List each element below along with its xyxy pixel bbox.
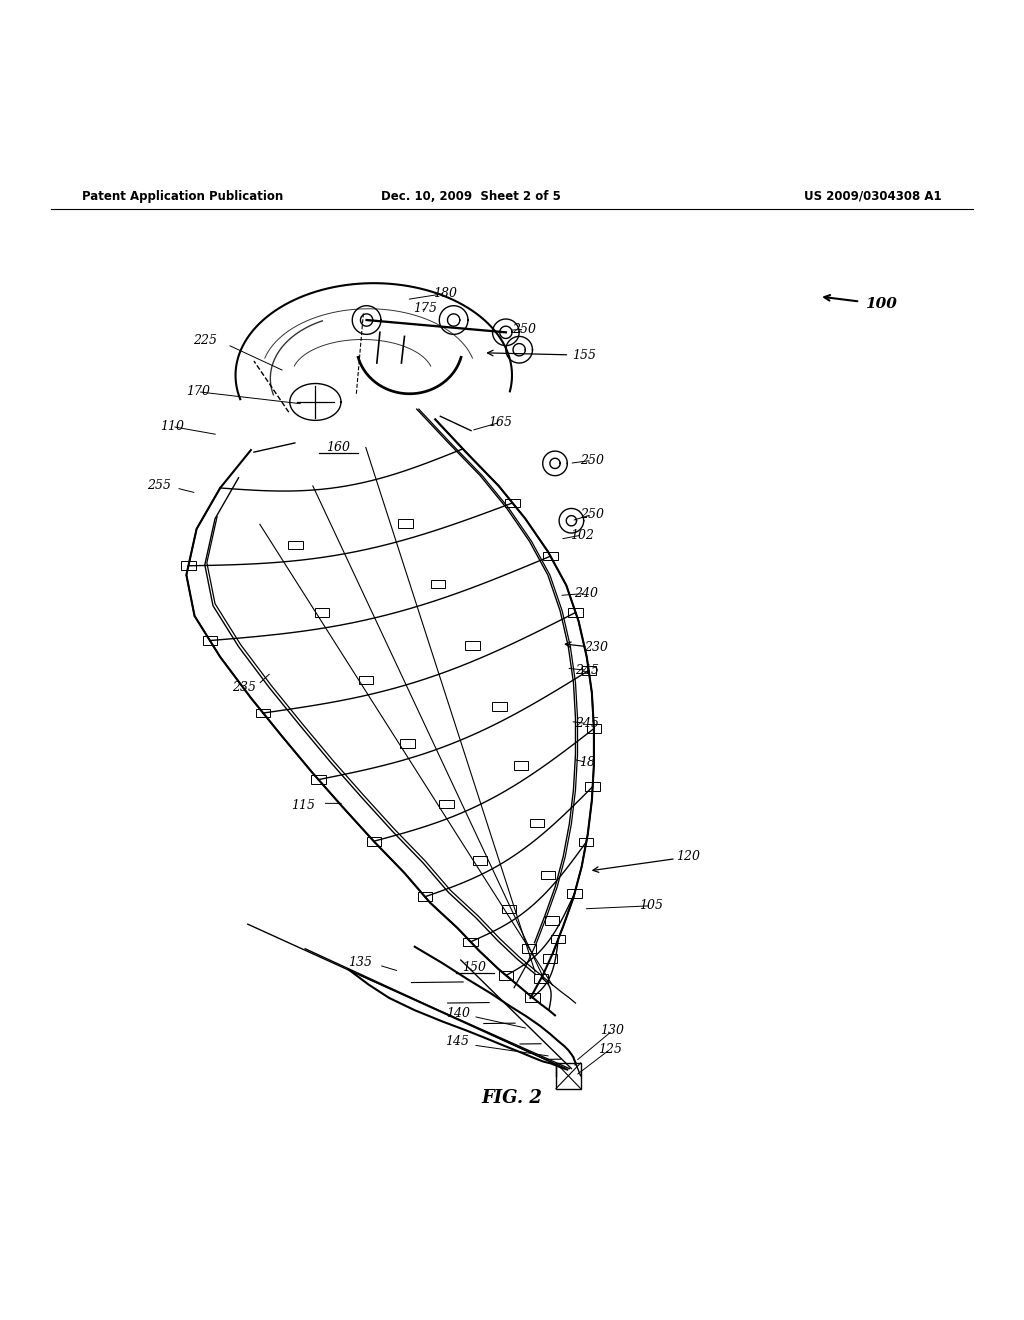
Text: Dec. 10, 2009  Sheet 2 of 5: Dec. 10, 2009 Sheet 2 of 5 xyxy=(381,190,561,203)
Text: 230: 230 xyxy=(584,642,608,655)
Text: 110: 110 xyxy=(160,420,184,433)
Text: 100: 100 xyxy=(865,297,897,310)
Text: 145: 145 xyxy=(444,1035,469,1048)
Text: 180: 180 xyxy=(433,286,458,300)
Text: 170: 170 xyxy=(185,385,210,399)
Text: Patent Application Publication: Patent Application Publication xyxy=(82,190,284,203)
Text: 150: 150 xyxy=(462,961,486,974)
Text: 245: 245 xyxy=(574,664,599,677)
Text: 250: 250 xyxy=(580,508,604,521)
Text: 18: 18 xyxy=(579,756,595,768)
Text: 140: 140 xyxy=(445,1007,470,1020)
Text: 115: 115 xyxy=(291,799,315,812)
Text: 102: 102 xyxy=(569,528,594,541)
Text: 245: 245 xyxy=(574,717,599,730)
Text: 250: 250 xyxy=(580,454,604,467)
Text: 255: 255 xyxy=(146,479,171,492)
Text: 240: 240 xyxy=(573,587,598,599)
Text: 250: 250 xyxy=(512,323,537,335)
Text: 120: 120 xyxy=(676,850,700,863)
Text: 105: 105 xyxy=(639,899,664,912)
Text: 155: 155 xyxy=(571,350,596,363)
Text: 135: 135 xyxy=(348,956,373,969)
Text: 125: 125 xyxy=(598,1043,623,1056)
Text: 175: 175 xyxy=(413,302,437,315)
Text: FIG. 2: FIG. 2 xyxy=(481,1089,543,1107)
Text: 165: 165 xyxy=(487,416,512,429)
Text: US 2009/0304308 A1: US 2009/0304308 A1 xyxy=(805,190,942,203)
Text: 235: 235 xyxy=(231,681,256,694)
Text: 130: 130 xyxy=(600,1024,625,1038)
Text: 225: 225 xyxy=(193,334,217,347)
Text: 160: 160 xyxy=(326,441,350,454)
